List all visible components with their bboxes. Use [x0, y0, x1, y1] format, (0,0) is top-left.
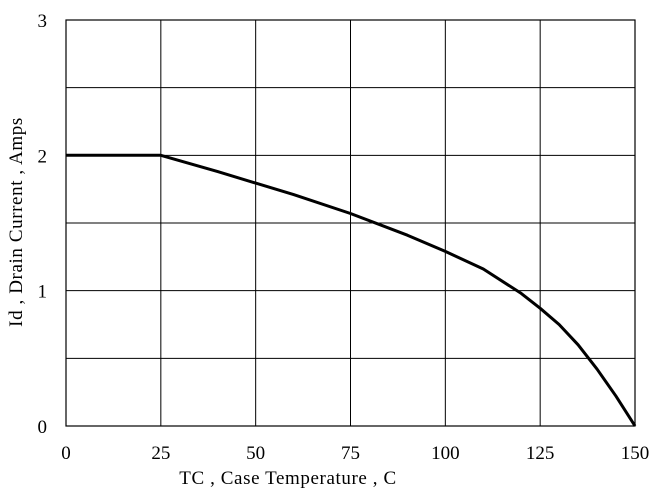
x-axis-label: TC , Case Temperature , C — [179, 468, 397, 489]
y-tick-labels: 0 1 2 3 — [38, 11, 48, 438]
y-tick-label: 3 — [38, 11, 48, 32]
y-tick-label: 0 — [38, 417, 48, 438]
x-tick-label: 50 — [246, 443, 265, 464]
series-line — [66, 153, 637, 427]
x-tick-label: 150 — [621, 443, 650, 464]
x-tick-label: 125 — [526, 443, 555, 464]
x-tick-label: 75 — [341, 443, 360, 464]
y-tick-label: 1 — [38, 282, 48, 303]
x-tick-label: 100 — [431, 443, 460, 464]
x-tick-label: 25 — [151, 443, 170, 464]
grid-lines — [65, 19, 636, 427]
x-tick-labels: 0 25 50 75 100 125 150 — [61, 443, 649, 464]
x-tick-label: 0 — [61, 443, 71, 464]
y-tick-label: 2 — [38, 146, 48, 167]
y-axis-label: Id , Drain Current , Amps — [6, 117, 27, 327]
plot-frame — [65, 19, 636, 427]
